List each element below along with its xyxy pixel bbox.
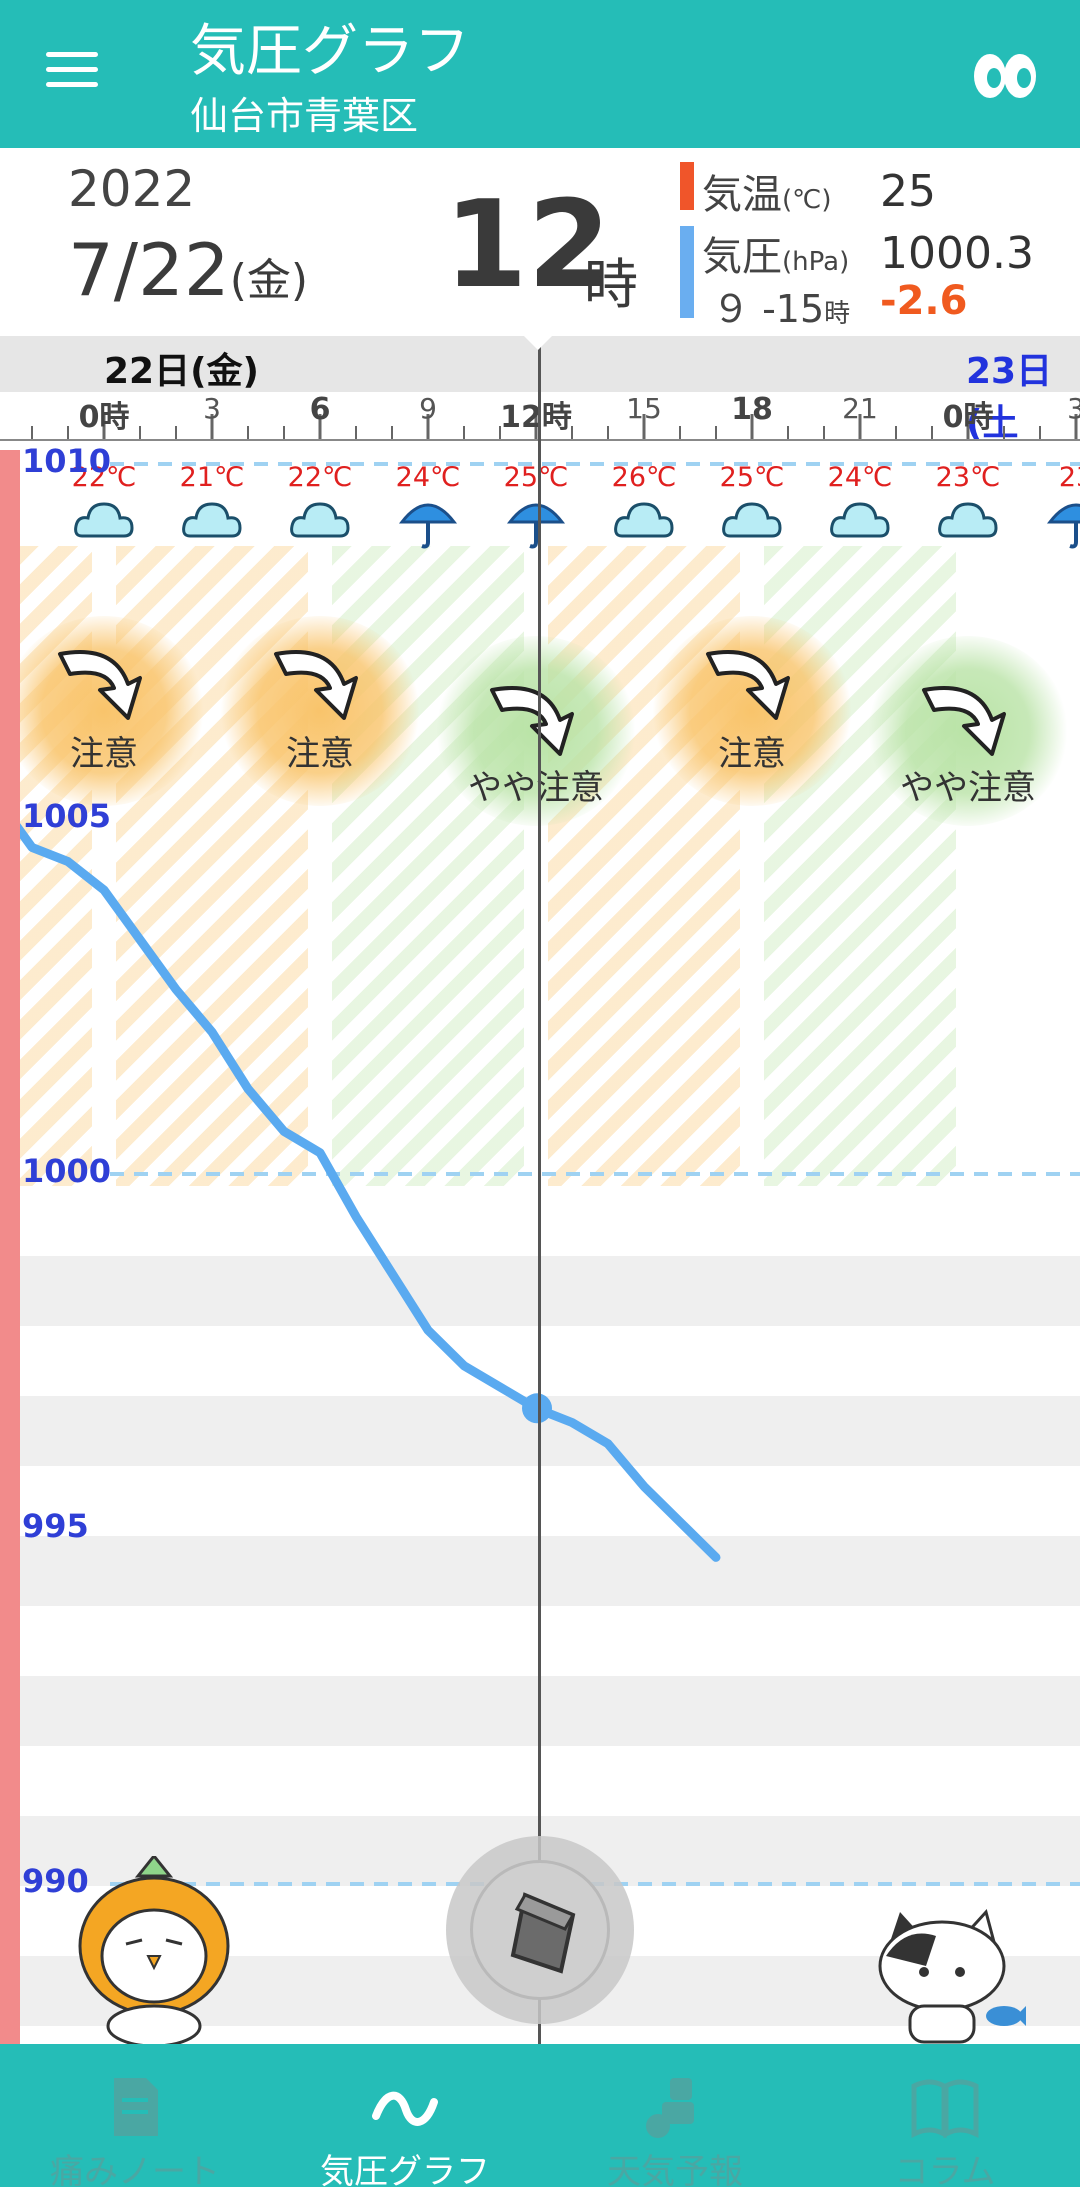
current-pressure-point [522, 1393, 552, 1424]
hour-unit: 時 [584, 253, 638, 316]
range-label: ９ -15時 [712, 287, 851, 331]
temperature-label: 22℃ [71, 462, 137, 493]
time-tick-label: 21 [842, 392, 878, 425]
time-tick-label: 3 [1067, 392, 1080, 425]
pressure-axis-label: 995 [22, 1507, 89, 1545]
pressure-warning[interactable]: やや注意 [436, 636, 636, 826]
temperature-label: 21℃ [179, 462, 245, 493]
umbrella-icon [1046, 503, 1080, 549]
page-title: 気圧グラフ [190, 19, 470, 84]
down-arrow-icon [490, 686, 574, 756]
pressure-graph[interactable]: 22日(金) 23日(土 0時 3 6 9 12時 15 18 21 0時 3 22℃ 21℃ 22℃… [0, 336, 1080, 2044]
time-tick-label: 3 [203, 392, 221, 425]
nav-column[interactable]: コラム [810, 2044, 1080, 2187]
pressure-axis-label: 1000 [22, 1152, 112, 1190]
umbrella-icon [398, 503, 458, 549]
date-label: 7/22(金) [68, 228, 309, 312]
range-delta: -2.6 [880, 278, 968, 324]
edit-note-button[interactable] [446, 1836, 634, 2024]
temperature-label: 23℃ [935, 462, 1001, 493]
temperature-label: 25℃ [503, 462, 569, 493]
temperature-label: 22℃ [287, 462, 353, 493]
current-time-line[interactable] [538, 336, 541, 2044]
pressure-warning[interactable]: やや注意 [868, 636, 1068, 826]
bottom-nav: 痛みノート 気圧グラフ 天気予報 コラム [0, 2044, 1080, 2187]
date-label-tomorrow: 23日(土 [966, 351, 1053, 444]
hour-value: 12 [444, 176, 611, 315]
temperature-label: 24℃ [827, 462, 893, 493]
nav-pressure-graph[interactable]: 気圧グラフ [270, 2044, 540, 2187]
location-label[interactable]: 仙台市青葉区 [190, 94, 419, 138]
temperature-label: 23 [1058, 462, 1080, 493]
warning-label: 注意 [70, 734, 138, 774]
temperature-label: 24℃ [395, 462, 461, 493]
current-time-marker [522, 336, 554, 350]
cloud-icon [938, 502, 998, 538]
down-arrow-icon [922, 686, 1006, 756]
warning-label: 注意 [286, 734, 354, 774]
cloud-icon [614, 502, 674, 538]
current-info-panel: 2022 7/22(金) 12 時 気温(℃) 25 気圧(hPa) 1000.… [0, 148, 1080, 336]
time-tick-label: 0時 [942, 400, 994, 435]
glasses-icon[interactable] [970, 46, 1040, 106]
forecast-icon [646, 2078, 694, 2138]
pain-indicator-bar [0, 450, 20, 2044]
time-tick-label: 12時 [500, 400, 572, 435]
pressure-warning[interactable]: 注意 [652, 616, 852, 806]
warning-label: やや注意 [900, 768, 1036, 808]
temp-indicator [680, 162, 694, 210]
owl-mascot-icon [78, 1856, 230, 2044]
warning-label: 注意 [718, 734, 786, 774]
cat-mascot-icon [878, 1908, 1026, 2044]
wave-icon [372, 2091, 438, 2126]
pressure-warning[interactable]: 注意 [4, 616, 204, 806]
pressure-curve [0, 795, 721, 1562]
book-icon [911, 2079, 979, 2139]
down-arrow-icon [706, 650, 790, 720]
cloud-icon [722, 502, 782, 538]
time-tick-label: 15 [626, 392, 662, 425]
pressure-warning[interactable]: 注意 [220, 616, 420, 806]
temperature-label: 26℃ [611, 462, 677, 493]
time-tick-label: 0時 [78, 400, 130, 435]
time-tick-label: 6 [309, 392, 331, 427]
pressure-indicator [680, 226, 694, 318]
date-label-today: 22日(金) [104, 351, 260, 392]
temp-value: 25 [880, 166, 936, 217]
pressure-axis-label: 1010 [22, 442, 112, 480]
cloud-icon [830, 502, 890, 538]
pressure-axis-label: 990 [22, 1862, 89, 1900]
eraser-icon [510, 1892, 576, 1974]
nav-pain-note[interactable]: 痛みノート [0, 2044, 270, 2187]
app-bar: 気圧グラフ 仙台市青葉区 [0, 0, 1080, 148]
time-tick-label: 18 [731, 392, 773, 427]
year-label: 2022 [68, 160, 196, 218]
menu-button[interactable] [46, 52, 98, 92]
pressure-label: 気圧(hPa) [702, 234, 850, 280]
warning-label: やや注意 [468, 768, 604, 808]
pressure-value: 1000.3 [880, 228, 1034, 279]
pressure-axis-label: 1005 [22, 797, 112, 835]
note-icon [114, 2078, 158, 2136]
temperature-label: 25℃ [719, 462, 785, 493]
cloud-icon [290, 502, 350, 538]
time-tick-label: 9 [419, 392, 437, 425]
down-arrow-icon [58, 650, 142, 720]
temp-label: 気温(℃) [702, 172, 832, 218]
cloud-icon [182, 502, 242, 538]
weekday-label: (金) [229, 255, 309, 306]
nav-forecast[interactable]: 天気予報 [540, 2044, 810, 2187]
cloud-icon [74, 502, 134, 538]
down-arrow-icon [274, 650, 358, 720]
